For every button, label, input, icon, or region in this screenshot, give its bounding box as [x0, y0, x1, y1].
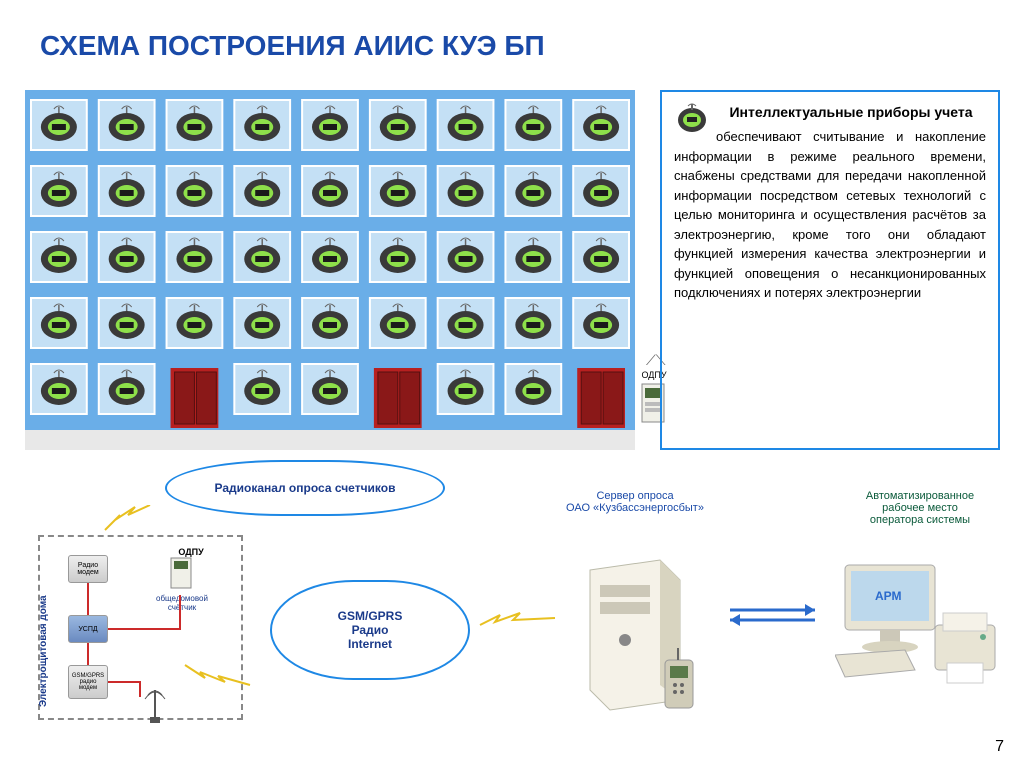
page-title: СХЕМА ПОСТРОЕНИЯ АИИС КУЭ БП: [40, 30, 545, 62]
cloud-gsm-text: GSM/GPRS Радио Internet: [338, 609, 403, 651]
cloud-gsm: GSM/GPRS Радио Internet: [270, 580, 470, 680]
meter-icon: [674, 102, 710, 140]
arm-workstation: АРМ: [835, 555, 1005, 710]
server-icon: [570, 540, 710, 725]
info-panel: Интеллектуальные приборы учета обеспечив…: [660, 90, 1000, 450]
lightning-2: [180, 660, 270, 695]
info-body: обеспечивают считывание и накопление инф…: [674, 127, 986, 303]
lightning-3: [475, 610, 565, 645]
info-title: Интеллектуальные приборы учета: [674, 102, 986, 123]
cloud-radio: Радиоканал опроса счетчиков: [165, 460, 445, 516]
cloud-radio-text: Радиоканал опроса счетчиков: [215, 481, 396, 495]
arm-screen-text: АРМ: [875, 589, 902, 603]
lightning-1: [100, 505, 160, 540]
building-svg: [25, 90, 635, 450]
server-label: Сервер опроса ОАО «Кузбассэнергосбыт»: [555, 490, 715, 514]
page-number: 7: [995, 738, 1004, 756]
building-diagram: [25, 90, 635, 450]
arrow-server-arm: [720, 600, 830, 635]
arm-label: Автоматизированное рабочее место операто…: [840, 490, 1000, 526]
